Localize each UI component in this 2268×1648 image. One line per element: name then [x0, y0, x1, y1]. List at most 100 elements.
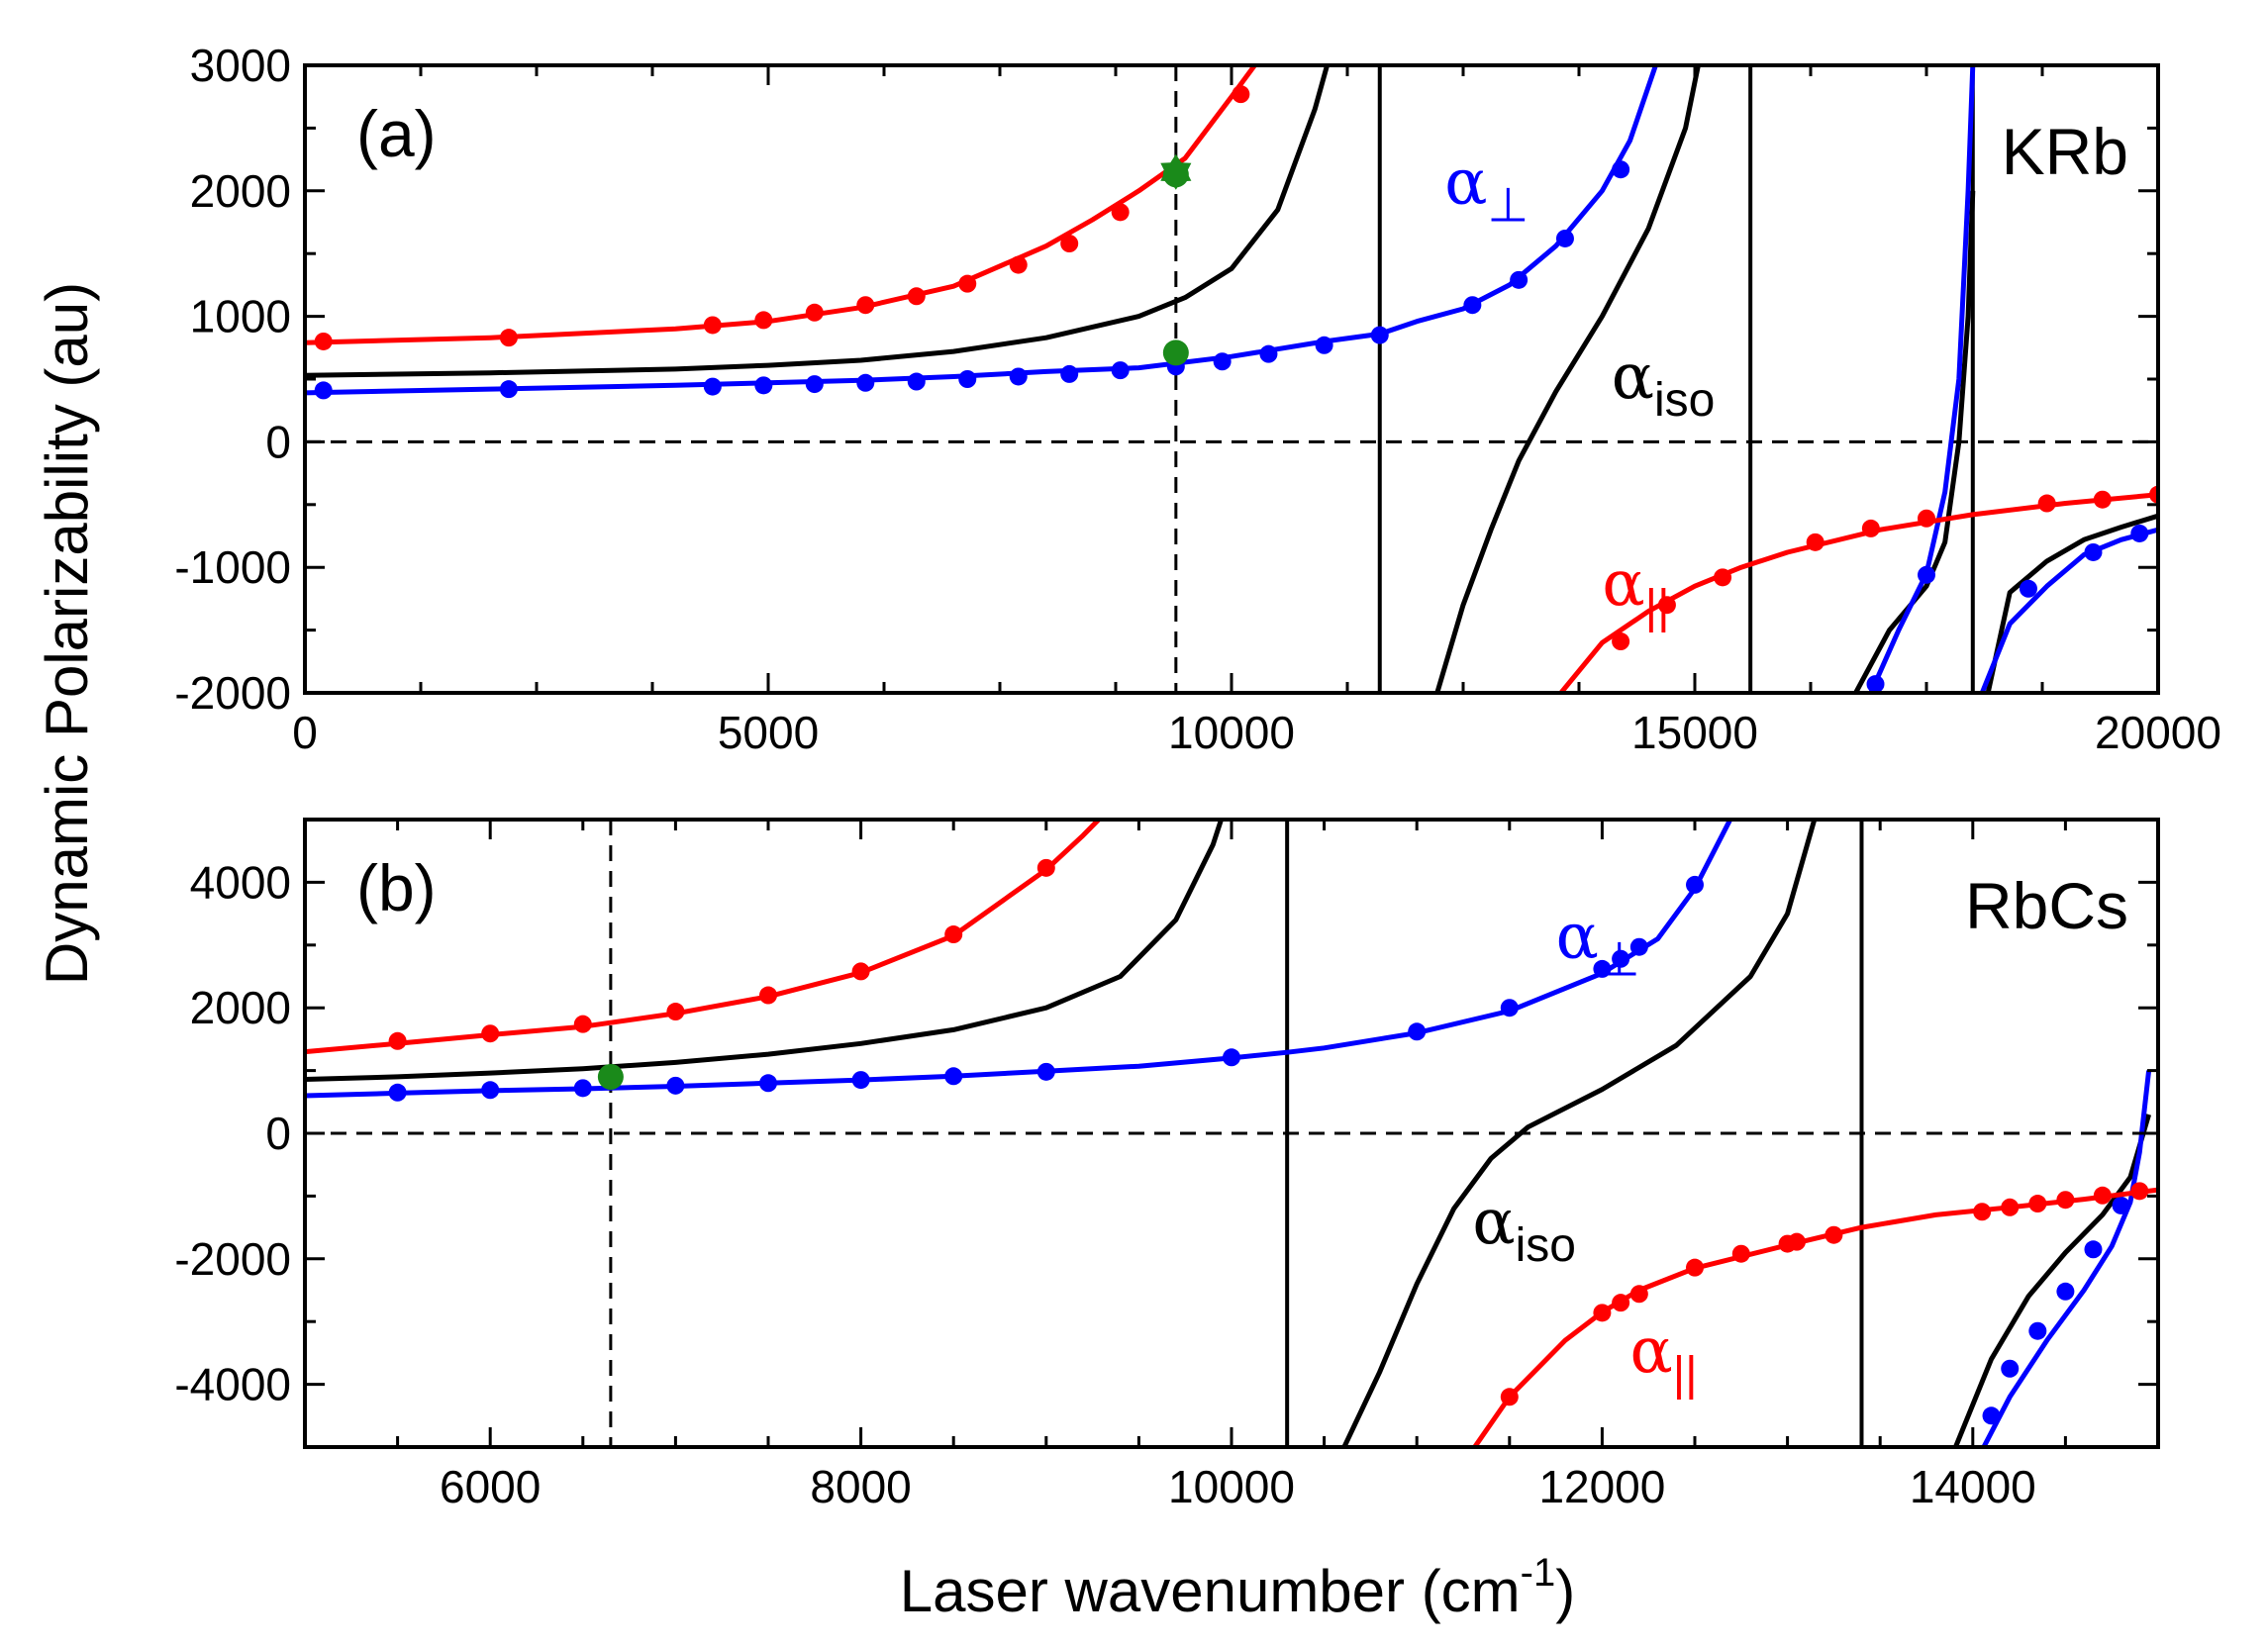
perpendicular-data-point: [1510, 270, 1528, 289]
parallel-data-point: [703, 316, 722, 335]
perpendicular-data-point: [2112, 1196, 2130, 1214]
parallel-data-point: [2093, 490, 2112, 509]
parallel-data-point: [1612, 632, 1630, 651]
perpendicular-data-point: [2130, 524, 2149, 542]
perpendicular-data-point: [1408, 1022, 1427, 1041]
perpendicular-data-point: [314, 381, 333, 400]
y-tick-label: 0: [265, 1108, 291, 1159]
parallel-data-point: [666, 1003, 685, 1021]
parallel-data-point: [1918, 509, 1935, 528]
parallel-data-point: [958, 274, 977, 293]
molecule-label: KRb: [2002, 115, 2128, 188]
perpendicular-data-point: [703, 377, 722, 396]
perpendicular-curve: [305, 820, 1733, 1099]
y-tick-label: 1000: [190, 291, 291, 342]
isotropic-label-subscript: iso: [1654, 374, 1715, 427]
parallel-series-label: α||: [1629, 1314, 1697, 1401]
parallel-data-point: [805, 303, 824, 322]
parallel-data-point: [2001, 1198, 2020, 1216]
perpendicular-data-point: [2019, 579, 2037, 598]
y-tick-label: 4000: [190, 856, 291, 908]
isotropic-curve: [1434, 65, 1701, 693]
perpendicular-curve: [1981, 1070, 2152, 1447]
perpendicular-data-point: [759, 1074, 777, 1093]
parallel-data-point: [856, 296, 875, 315]
perpendicular-data-point: [1866, 675, 1885, 693]
perpendicular-data-point: [1629, 937, 1648, 956]
parallel-label-symbol: α: [1602, 547, 1644, 621]
x-tick-label: 20000: [2095, 707, 2221, 758]
perpendicular-data-point: [1009, 367, 1028, 386]
parallel-data-point: [1612, 1294, 1630, 1312]
isotropic-curve: [305, 820, 1225, 1082]
parallel-data-point: [1657, 596, 1676, 615]
perpendicular-label-symbol: α: [1556, 900, 1599, 973]
parallel-data-point: [1060, 235, 1079, 253]
isotropic-series-label: αiso: [1612, 340, 1716, 427]
x-tick-label: 8000: [810, 1461, 911, 1512]
parallel-data-point: [1111, 203, 1130, 222]
perpendicular-data-point: [1612, 949, 1630, 968]
perpendicular-label-subscript: ⊥: [1599, 933, 1640, 986]
y-tick-label: 0: [265, 416, 291, 467]
parallel-data-point: [1806, 533, 1824, 551]
x-tick-label: 10000: [1168, 707, 1295, 758]
isotropic-label-subscript: iso: [1516, 1219, 1576, 1272]
plot-frame: [303, 63, 2160, 695]
x-tick-label: 14000: [1910, 1461, 2036, 1512]
perpendicular-data-point: [1111, 361, 1130, 380]
parallel-data-point: [481, 1024, 500, 1043]
x-tick-label: 15000: [1631, 707, 1758, 758]
molecule-label: RbCs: [1965, 869, 2128, 942]
experiment-circle-marker: [1162, 161, 1189, 188]
perpendicular-data-point: [754, 376, 773, 395]
perpendicular-data-point: [1555, 229, 1574, 247]
perpendicular-data-point: [481, 1081, 500, 1100]
parallel-data-point: [314, 332, 333, 350]
parallel-data-point: [1500, 1388, 1519, 1406]
chart-panel-rbcs: 6000 8000 10000 12000 14000 -4000 -2000 0 2000 40…: [174, 818, 2160, 1512]
perpendicular-data-point: [1370, 326, 1389, 344]
parallel-data-point: [2037, 494, 2056, 513]
y-tick-label: -4000: [174, 1359, 291, 1410]
parallel-data-point: [1787, 1232, 1806, 1251]
perpendicular-data-point: [1982, 1406, 2001, 1425]
experiment-circle-marker: [597, 1063, 624, 1090]
y-tick-label: -2000: [174, 667, 291, 719]
isotropic-label-symbol: α: [1612, 340, 1654, 414]
parallel-data-point: [1629, 1285, 1648, 1304]
experiment-circle-marker: [1162, 339, 1189, 366]
y-axis-title: Dynamic Polarizability (au): [34, 282, 100, 985]
perpendicular-curve: [1868, 65, 1976, 693]
perpendicular-data-point: [805, 375, 824, 394]
perpendicular-data-point: [1918, 565, 1935, 584]
isotropic-curve: [1952, 1114, 2151, 1447]
perpendicular-data-point: [1315, 336, 1333, 354]
perpendicular-series-label: α⊥: [1444, 145, 1528, 232]
x-tick-label: 5000: [718, 707, 819, 758]
perpendicular-data-point: [666, 1076, 685, 1095]
y-tick-label: -1000: [174, 541, 291, 593]
perpendicular-data-point: [573, 1079, 592, 1098]
perpendicular-data-point: [1686, 875, 1704, 894]
perpendicular-data-point: [2056, 1282, 2075, 1301]
y-tick-label: 2000: [190, 165, 291, 217]
parallel-data-point: [1009, 255, 1028, 274]
perpendicular-data-point: [388, 1083, 407, 1102]
parallel-data-point: [2028, 1195, 2047, 1213]
perpendicular-data-point: [1223, 1048, 1240, 1067]
perpendicular-data-point: [1463, 296, 1482, 315]
parallel-data-point: [1714, 568, 1732, 587]
x-tick-label: 6000: [440, 1461, 541, 1512]
parallel-data-point: [1861, 519, 1880, 537]
y-tick-label: -2000: [174, 1233, 291, 1285]
parallel-series-label: α||: [1602, 547, 1669, 633]
perpendicular-data-point: [1259, 344, 1278, 363]
x-tick-label: 10000: [1168, 1461, 1295, 1512]
perpendicular-label-symbol: α: [1444, 145, 1487, 219]
panel-label: (a): [356, 97, 437, 170]
perpendicular-data-point: [1213, 352, 1232, 371]
parallel-data-point: [2093, 1186, 2112, 1205]
perpendicular-data-point: [851, 1071, 870, 1090]
